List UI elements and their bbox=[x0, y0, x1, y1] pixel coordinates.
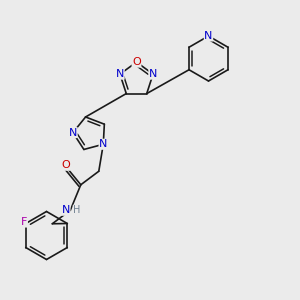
Text: F: F bbox=[21, 217, 27, 227]
Text: N: N bbox=[99, 139, 107, 149]
Text: N: N bbox=[116, 69, 124, 79]
Text: N: N bbox=[204, 31, 213, 41]
Text: H: H bbox=[73, 205, 81, 215]
Text: N: N bbox=[61, 205, 70, 215]
Text: N: N bbox=[149, 69, 157, 79]
Text: O: O bbox=[61, 160, 70, 170]
Text: O: O bbox=[132, 57, 141, 67]
Text: N: N bbox=[69, 128, 77, 138]
